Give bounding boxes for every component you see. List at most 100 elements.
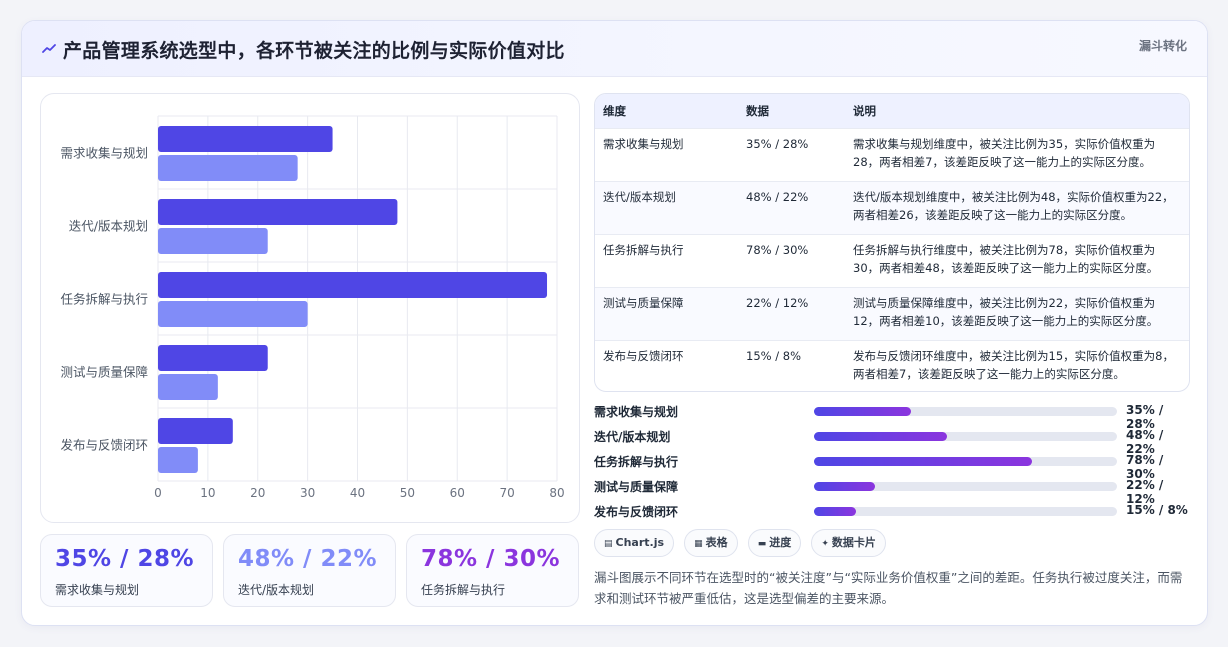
- table-header-row: 维度 数据 说明: [595, 94, 1189, 128]
- x-tick-label: 10: [200, 486, 215, 500]
- chart-icon: ▤: [604, 539, 613, 549]
- data-table: 维度 数据 说明 需求收集与规划 35% / 28% 需求收集与规划维度中，被关…: [594, 93, 1190, 392]
- x-tick-label: 30: [300, 486, 315, 500]
- chip-progress[interactable]: ▬ 进度: [747, 529, 802, 557]
- header: 产品管理系统选型中，各环节被关注的比例与实际价值对比 漏斗转化: [22, 21, 1207, 77]
- progress-row: 任务拆解与执行 78% / 30%: [594, 451, 1190, 481]
- bar-series-1: [158, 418, 233, 444]
- table-cell-description: 任务拆解与执行维度中，被关注比例为78，实际价值权重为30，两者相差48，该差距…: [853, 242, 1159, 275]
- chart-type-tag: 漏斗转化: [1138, 39, 1187, 53]
- progress-fill: [814, 482, 875, 491]
- bar-series-1: [158, 199, 398, 225]
- chip-label: 进度: [769, 536, 792, 549]
- table-cell-dimension: 需求收集与规划: [603, 136, 684, 151]
- x-tick-label: 20: [250, 486, 265, 500]
- table-cell-data: 15% / 8%: [746, 348, 801, 363]
- progress-list: 需求收集与规划 35% / 28% 迭代/版本规划 48% / 22% 任务拆解…: [594, 401, 1190, 526]
- y-category-label: 迭代/版本规划: [69, 219, 148, 234]
- kpi-value: 78% / 30%: [421, 546, 561, 572]
- progress-value: 22% / 12%: [1126, 478, 1164, 506]
- progress-track: [814, 432, 1117, 441]
- table-cell-dimension: 发布与反馈闭环: [603, 348, 684, 363]
- progress-fill: [814, 432, 948, 441]
- bar-series-2: [158, 374, 218, 400]
- progress-label: 需求收集与规划: [594, 405, 679, 419]
- table-cell-dimension: 迭代/版本规划: [603, 189, 676, 204]
- bar-series-2: [158, 301, 308, 327]
- table-cell-data: 78% / 30%: [746, 242, 809, 257]
- bar-chart: 0 10 20 30 40 50 60 70 80 需求收集与规划 迭代/版本规划 任务拆解与执行 测试…: [40, 93, 580, 523]
- kpi-label: 需求收集与规划: [55, 583, 140, 597]
- progress-fill: [814, 457, 1033, 466]
- y-category-label: 测试与质量保障: [60, 365, 148, 380]
- x-tick-label: 80: [549, 486, 564, 500]
- progress-row: 发布与反馈闭环 15% / 8%: [594, 501, 1190, 526]
- table-cell-data: 48% / 22%: [746, 189, 809, 204]
- progress-value: 35% / 28%: [1126, 403, 1164, 431]
- table-header-data: 数据: [746, 103, 769, 118]
- bar-series-1: [158, 126, 333, 152]
- chip-data-card[interactable]: ✦ 数据卡片: [811, 529, 886, 557]
- chip-label: 表格: [705, 536, 728, 549]
- x-tick-label: 70: [499, 486, 514, 500]
- progress-value: 48% / 22%: [1126, 428, 1164, 456]
- progress-fill: [814, 407, 911, 416]
- trend-icon: [42, 44, 56, 53]
- table-row: 测试与质量保障 22% / 12% 测试与质量保障维度中，被关注比例为22，实际…: [595, 287, 1189, 340]
- bar-series-1: [158, 272, 548, 298]
- table-cell-dimension: 测试与质量保障: [603, 295, 684, 310]
- kpi-card-1: 35% / 28% 需求收集与规划: [40, 534, 213, 607]
- chip-table[interactable]: ▦ 表格: [684, 529, 738, 557]
- x-tick-label: 60: [450, 486, 465, 500]
- table-row: 任务拆解与执行 78% / 30% 任务拆解与执行维度中，被关注比例为78，实际…: [595, 234, 1189, 287]
- table-cell-description: 发布与反馈闭环维度中，被关注比例为15，实际价值权重为8，两者相差7，该差距反映…: [853, 348, 1174, 381]
- progress-row: 迭代/版本规划 48% / 22%: [594, 426, 1190, 456]
- kpi-label: 任务拆解与执行: [421, 583, 506, 597]
- progress-value: 15% / 8%: [1126, 503, 1188, 517]
- progress-row: 测试与质量保障 22% / 12%: [594, 476, 1190, 506]
- progress-fill: [814, 507, 857, 516]
- chip-chartjs[interactable]: ▤ Chart.js: [594, 529, 675, 557]
- progress-track: [814, 407, 1117, 416]
- table-cell-data: 35% / 28%: [746, 136, 809, 151]
- chip-label: 数据卡片: [831, 536, 876, 549]
- table-header-dimension: 维度: [603, 103, 626, 118]
- progress-row: 需求收集与规划 35% / 28%: [594, 401, 1190, 431]
- table-cell-description: 迭代/版本规划维度中，被关注比例为48，实际价值权重为22，两者相差26，该差距…: [853, 189, 1174, 222]
- table-row: 迭代/版本规划 48% / 22% 迭代/版本规划维度中，被关注比例为48，实际…: [595, 181, 1189, 234]
- tech-chips: ▤ Chart.js ▦ 表格 ▬ 进度 ✦ 数据卡片: [594, 529, 891, 557]
- progress-label: 发布与反馈闭环: [594, 505, 679, 519]
- table-header-description: 说明: [853, 103, 876, 118]
- kpi-value: 35% / 28%: [55, 546, 195, 572]
- sparkle-icon: ✦: [821, 539, 829, 549]
- table-cell-description: 需求收集与规划维度中，被关注比例为35，实际价值权重为28，两者相差7，该差距反…: [853, 136, 1156, 169]
- progress-track: [814, 482, 1117, 491]
- kpi-card-3: 78% / 30% 任务拆解与执行: [406, 534, 579, 607]
- table-cell-data: 22% / 12%: [746, 295, 809, 310]
- bar-series-2: [158, 155, 298, 181]
- table-cell-dimension: 任务拆解与执行: [603, 242, 684, 257]
- x-tick-label: 40: [350, 486, 365, 500]
- table-row: 发布与反馈闭环 15% / 8% 发布与反馈闭环维度中，被关注比例为15，实际价…: [595, 340, 1189, 391]
- table-row: 需求收集与规划 35% / 28% 需求收集与规划维度中，被关注比例为35，实际…: [595, 128, 1189, 181]
- progress-label: 迭代/版本规划: [594, 430, 671, 444]
- progress-label: 任务拆解与执行: [594, 455, 679, 469]
- chart-description: 漏斗图展示不同环节在选型时的“被关注度”与“实际业务价值权重”之间的差距。任务执…: [594, 570, 1183, 606]
- progress-icon: ▬: [757, 539, 767, 549]
- progress-label: 测试与质量保障: [594, 480, 679, 494]
- chip-label: Chart.js: [615, 536, 665, 549]
- bar-chart-svg: 0 10 20 30 40 50 60 70 80 需求收集与规划迭代/版本规划任务拆解与执行测试…: [60, 115, 565, 500]
- progress-value: 78% / 30%: [1126, 453, 1164, 481]
- bar-series-1: [158, 345, 268, 371]
- y-category-label: 发布与反馈闭环: [60, 438, 148, 453]
- kpi-value: 48% / 22%: [238, 546, 378, 572]
- kpi-card-2: 48% / 22% 迭代/版本规划: [223, 534, 396, 607]
- dashboard-card: 产品管理系统选型中，各环节被关注的比例与实际价值对比 漏斗转化 0 10 20 30 4…: [21, 20, 1208, 626]
- bar-series-2: [158, 447, 198, 473]
- bar-series-2: [158, 228, 268, 254]
- table-cell-description: 测试与质量保障维度中，被关注比例为22，实际价值权重为12，两者相差10，该差距…: [853, 295, 1159, 328]
- y-category-label: 需求收集与规划: [60, 146, 148, 161]
- kpi-label: 迭代/版本规划: [238, 583, 315, 597]
- progress-track: [814, 507, 1117, 516]
- y-category-label: 任务拆解与执行: [60, 292, 148, 307]
